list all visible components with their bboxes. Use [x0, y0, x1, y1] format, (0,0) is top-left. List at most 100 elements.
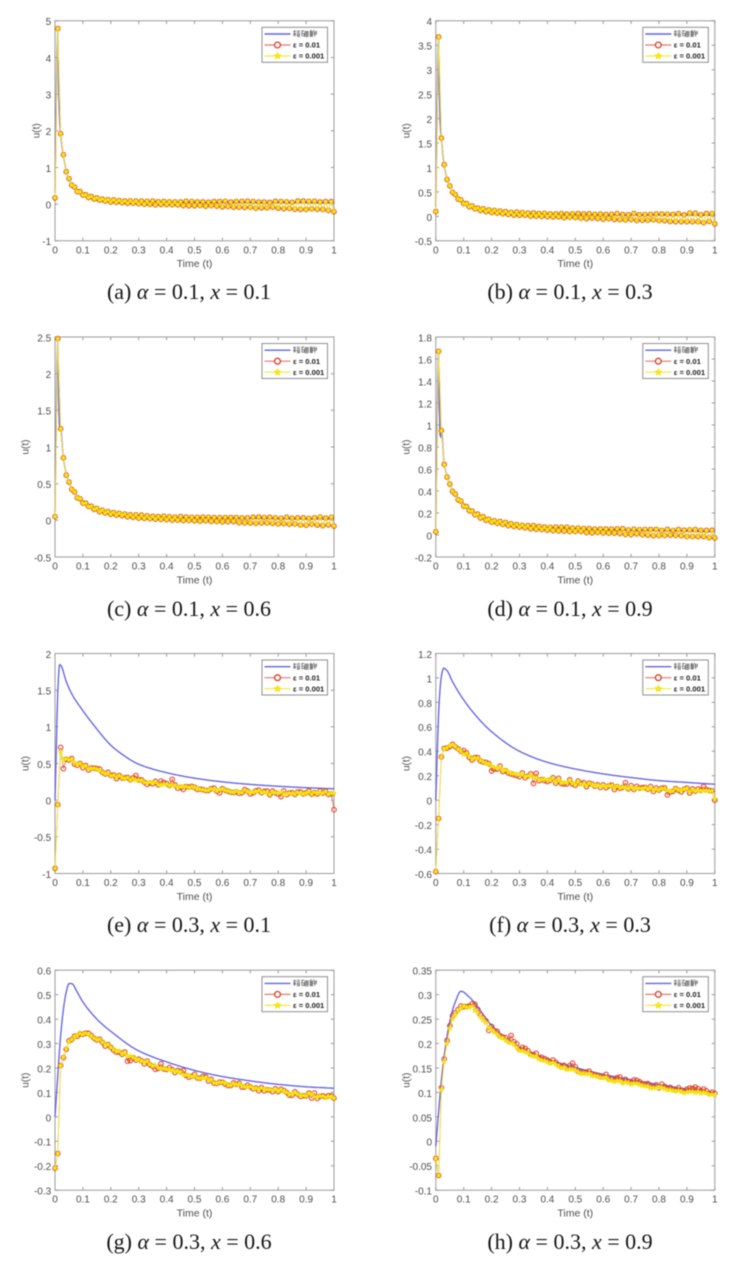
- svg-text:0.15: 0.15: [413, 1064, 433, 1075]
- svg-text:0.1: 0.1: [76, 1195, 90, 1206]
- svg-text:0.8: 0.8: [271, 1195, 285, 1206]
- svg-text:3: 3: [46, 91, 52, 102]
- svg-text:ε = 0.01: ε = 0.01: [293, 673, 321, 682]
- svg-text:0.7: 0.7: [243, 878, 257, 889]
- svg-text:0.8: 0.8: [652, 562, 666, 573]
- svg-text:0: 0: [52, 245, 58, 256]
- svg-text:0: 0: [426, 1138, 432, 1149]
- svg-text:0.5: 0.5: [188, 562, 202, 573]
- svg-text:2: 2: [426, 115, 432, 126]
- svg-text:0.7: 0.7: [624, 1195, 638, 1206]
- svg-text:0.5: 0.5: [418, 188, 432, 199]
- svg-text:1: 1: [712, 1195, 718, 1206]
- svg-text:0: 0: [426, 797, 432, 808]
- svg-text:0.9: 0.9: [299, 1195, 313, 1206]
- svg-text:0.6: 0.6: [418, 723, 432, 734]
- svg-text:0.4: 0.4: [160, 878, 174, 889]
- svg-text:0.6: 0.6: [37, 967, 51, 978]
- svg-text:1.5: 1.5: [418, 139, 432, 150]
- svg-text:0.4: 0.4: [540, 878, 554, 889]
- svg-text:0.8: 0.8: [418, 699, 432, 710]
- svg-text:0: 0: [426, 531, 432, 542]
- svg-text:0.7: 0.7: [624, 878, 638, 889]
- svg-text:0.8: 0.8: [652, 1195, 666, 1206]
- svg-text:1: 1: [426, 674, 432, 685]
- svg-text:0.25: 0.25: [413, 1016, 433, 1027]
- svg-text:Time (t): Time (t): [557, 574, 593, 586]
- svg-text:1.4: 1.4: [418, 377, 432, 388]
- svg-text:0.6: 0.6: [596, 1195, 610, 1206]
- svg-text:1: 1: [46, 443, 52, 454]
- svg-text:0.5: 0.5: [568, 245, 582, 256]
- svg-text:5: 5: [46, 17, 52, 28]
- svg-text:0.9: 0.9: [680, 1195, 694, 1206]
- svg-text:2: 2: [46, 370, 52, 381]
- svg-text:0.3: 0.3: [513, 562, 527, 573]
- svg-text:0.3: 0.3: [513, 245, 527, 256]
- svg-text:ε = 0.001: ε = 0.001: [293, 684, 325, 693]
- svg-text:2: 2: [46, 650, 52, 661]
- svg-text:-0.2: -0.2: [415, 821, 433, 832]
- svg-text:ε = 0.01: ε = 0.01: [293, 357, 321, 366]
- svg-text:ε = 0.01: ε = 0.01: [674, 357, 702, 366]
- svg-text:0.05: 0.05: [413, 1113, 433, 1124]
- svg-text:0.3: 0.3: [418, 991, 432, 1002]
- svg-text:1.2: 1.2: [418, 399, 432, 410]
- svg-text:4: 4: [426, 17, 432, 28]
- svg-text:Time (t): Time (t): [557, 1208, 593, 1220]
- svg-text:ε = 0.001: ε = 0.001: [293, 368, 325, 377]
- svg-text:0.5: 0.5: [188, 245, 202, 256]
- svg-text:0.1: 0.1: [457, 562, 471, 573]
- svg-text:0.6: 0.6: [418, 465, 432, 476]
- svg-text:0.2: 0.2: [104, 1195, 118, 1206]
- svg-text:0.3: 0.3: [132, 562, 146, 573]
- svg-text:0.6: 0.6: [596, 562, 610, 573]
- svg-text:ε = 0.001: ε = 0.001: [293, 1001, 325, 1010]
- svg-text:0.2: 0.2: [485, 1195, 499, 1206]
- svg-text:0.8: 0.8: [271, 562, 285, 573]
- svg-text:2.5: 2.5: [37, 333, 51, 344]
- svg-text:0.2: 0.2: [418, 509, 432, 520]
- svg-text:1: 1: [712, 878, 718, 889]
- svg-text:Time (t): Time (t): [177, 574, 213, 586]
- svg-text:0.2: 0.2: [37, 1064, 51, 1075]
- svg-text:1: 1: [712, 245, 718, 256]
- svg-text:-0.05: -0.05: [409, 1162, 432, 1173]
- svg-text:0.5: 0.5: [568, 562, 582, 573]
- svg-text:u(t): u(t): [401, 440, 412, 455]
- svg-text:1: 1: [331, 1195, 337, 1206]
- svg-text:ε = 0.01: ε = 0.01: [293, 990, 321, 999]
- svg-text:u(t): u(t): [401, 1073, 412, 1088]
- svg-text:0: 0: [433, 878, 439, 889]
- svg-text:0.3: 0.3: [37, 1040, 51, 1051]
- svg-text:0.1: 0.1: [457, 878, 471, 889]
- svg-text:0.2: 0.2: [418, 1040, 432, 1051]
- svg-text:0.2: 0.2: [485, 245, 499, 256]
- svg-text:1: 1: [331, 245, 337, 256]
- svg-text:1: 1: [426, 421, 432, 432]
- svg-text:0.7: 0.7: [243, 245, 257, 256]
- svg-text:1.6: 1.6: [418, 355, 432, 366]
- svg-text:0.2: 0.2: [485, 562, 499, 573]
- svg-text:0.3: 0.3: [513, 1195, 527, 1206]
- svg-text:ε = 0.001: ε = 0.001: [674, 368, 706, 377]
- svg-text:ε = 0.001: ε = 0.001: [674, 52, 706, 61]
- svg-text:3: 3: [426, 66, 432, 77]
- svg-text:0.8: 0.8: [652, 245, 666, 256]
- svg-text:1.8: 1.8: [418, 333, 432, 344]
- svg-text:0.9: 0.9: [299, 245, 313, 256]
- svg-text:-0.1: -0.1: [34, 1138, 52, 1149]
- svg-text:-0.3: -0.3: [34, 1187, 52, 1198]
- svg-text:0.2: 0.2: [418, 772, 432, 783]
- svg-text:-0.2: -0.2: [34, 1162, 52, 1173]
- svg-text:-0.5: -0.5: [34, 833, 52, 844]
- svg-text:0: 0: [52, 878, 58, 889]
- svg-text:0.1: 0.1: [457, 245, 471, 256]
- svg-text:0.2: 0.2: [104, 245, 118, 256]
- svg-text:0.6: 0.6: [596, 245, 610, 256]
- svg-text:0: 0: [52, 1195, 58, 1206]
- svg-text:0.3: 0.3: [132, 245, 146, 256]
- svg-text:0: 0: [46, 201, 52, 212]
- svg-text:2.5: 2.5: [418, 91, 432, 102]
- svg-text:0.7: 0.7: [243, 562, 257, 573]
